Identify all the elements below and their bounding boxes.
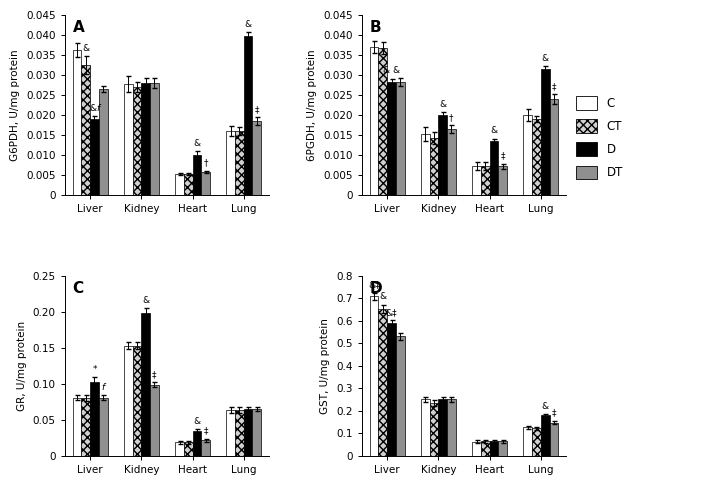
Bar xyxy=(481,441,490,456)
Text: f: f xyxy=(96,104,99,113)
Y-axis label: GR, U/mg protein: GR, U/mg protein xyxy=(16,321,27,411)
Bar xyxy=(193,155,201,195)
Bar xyxy=(549,423,559,456)
Bar xyxy=(396,82,404,195)
Y-axis label: G6PDH, U/mg protein: G6PDH, U/mg protein xyxy=(10,49,20,161)
Bar xyxy=(523,115,532,195)
Text: &‡: &‡ xyxy=(386,308,397,317)
Text: &: & xyxy=(440,100,446,109)
Bar xyxy=(184,442,193,456)
Bar xyxy=(235,131,244,195)
Bar xyxy=(82,398,90,456)
Text: ‡: ‡ xyxy=(500,151,505,160)
Bar xyxy=(379,48,387,195)
Bar xyxy=(370,296,379,456)
Bar xyxy=(549,99,559,195)
Bar xyxy=(429,138,438,195)
Legend: C, CT, D, DT: C, CT, D, DT xyxy=(576,96,623,179)
Bar xyxy=(252,409,261,456)
Bar xyxy=(82,65,90,195)
Bar xyxy=(429,403,438,456)
Text: &: & xyxy=(194,417,201,426)
Bar xyxy=(490,141,498,195)
Text: &: & xyxy=(89,104,96,113)
Text: †: † xyxy=(204,159,208,168)
Text: &: & xyxy=(244,20,252,29)
Text: D: D xyxy=(370,282,382,297)
Bar xyxy=(99,89,108,195)
Text: &: & xyxy=(379,292,386,301)
Bar xyxy=(532,119,541,195)
Bar xyxy=(447,129,456,195)
Bar xyxy=(421,399,429,456)
Text: & &: & & xyxy=(383,66,400,75)
Bar xyxy=(72,398,82,456)
Bar xyxy=(141,314,150,456)
Text: ‡: ‡ xyxy=(551,82,556,91)
Text: &: & xyxy=(490,126,498,135)
Text: *: * xyxy=(92,365,97,374)
Bar xyxy=(201,440,210,456)
Text: †: † xyxy=(450,113,454,122)
Text: &: & xyxy=(541,402,549,411)
Bar xyxy=(244,409,252,456)
Text: ‡: ‡ xyxy=(551,409,556,417)
Text: &: & xyxy=(541,54,549,63)
Bar xyxy=(175,174,184,195)
Bar xyxy=(193,431,201,456)
Bar xyxy=(99,398,108,456)
Bar xyxy=(532,428,541,456)
Text: &: & xyxy=(82,44,90,53)
Bar xyxy=(150,83,158,195)
Text: C: C xyxy=(72,282,84,297)
Bar xyxy=(90,119,99,195)
Text: ‡: ‡ xyxy=(255,105,259,114)
Bar xyxy=(252,121,261,195)
Bar xyxy=(498,166,507,195)
Bar xyxy=(387,82,396,195)
Bar xyxy=(133,87,141,195)
Bar xyxy=(541,415,549,456)
Text: &: & xyxy=(142,296,149,305)
Text: B: B xyxy=(370,21,381,36)
Bar xyxy=(150,385,158,456)
Bar xyxy=(184,174,193,195)
Bar xyxy=(438,399,447,456)
Bar xyxy=(396,336,404,456)
Bar xyxy=(370,47,379,195)
Bar xyxy=(473,442,481,456)
Bar xyxy=(124,346,133,456)
Bar xyxy=(90,382,99,456)
Bar xyxy=(473,166,481,195)
Bar xyxy=(124,84,133,195)
Bar xyxy=(175,442,184,456)
Text: ‡: ‡ xyxy=(152,370,156,379)
Bar xyxy=(227,131,235,195)
Bar xyxy=(141,83,150,195)
Bar xyxy=(227,410,235,456)
Y-axis label: 6PGDH, U/mg protein: 6PGDH, U/mg protein xyxy=(308,49,318,161)
Bar xyxy=(438,115,447,195)
Bar xyxy=(498,441,507,456)
Text: ‡: ‡ xyxy=(204,426,208,435)
Bar xyxy=(379,309,387,456)
Bar xyxy=(201,172,210,195)
Bar xyxy=(447,399,456,456)
Bar xyxy=(235,410,244,456)
Bar xyxy=(421,134,429,195)
Bar xyxy=(541,69,549,195)
Bar xyxy=(481,166,490,195)
Bar xyxy=(133,346,141,456)
Text: f: f xyxy=(102,383,105,392)
Text: &‡: &‡ xyxy=(369,281,380,290)
Bar xyxy=(387,323,396,456)
Text: A: A xyxy=(72,21,85,36)
Bar xyxy=(523,427,532,456)
Bar xyxy=(72,50,82,195)
Text: &: & xyxy=(194,139,201,148)
Bar xyxy=(490,441,498,456)
Bar xyxy=(244,36,252,195)
Y-axis label: GST, U/mg protein: GST, U/mg protein xyxy=(320,318,331,414)
